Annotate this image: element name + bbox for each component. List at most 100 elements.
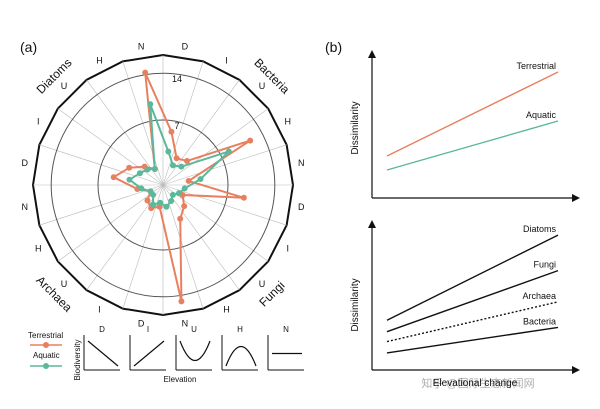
series-line-aquatic	[386, 120, 559, 171]
radar-point-terrestrial	[142, 69, 149, 76]
radar-category-label: D	[182, 42, 189, 52]
radar-category-label: U	[259, 279, 266, 289]
radar-chart: 714DIUHNDIUHNDIUHNDIUHNBacteriaFungiArch…	[21, 42, 305, 329]
radar-point-terrestrial	[173, 155, 180, 162]
radar-group-label: Diatoms	[34, 56, 75, 97]
series-line-terrestrial	[386, 71, 559, 157]
radar-grid-circle	[50, 72, 276, 298]
radar-point-terrestrial	[181, 203, 188, 210]
radar-category-label: D	[298, 202, 305, 212]
radar-point-aquatic	[138, 185, 145, 192]
radar-point-aquatic	[136, 170, 143, 177]
radar-category-label: N	[182, 318, 189, 328]
radar-category-label: H	[96, 55, 103, 65]
radar-category-label: D	[138, 318, 145, 328]
watermark-text: 知乎 @国际生态新闻网	[421, 376, 534, 390]
radar-point-terrestrial	[177, 215, 184, 222]
pattern-xlabel: Elevation	[164, 375, 197, 384]
series-label-bacteria: Bacteria	[523, 316, 556, 326]
radar-tick-label: 7	[174, 121, 179, 131]
radar-category-label: N	[298, 158, 305, 168]
radar-category-label: H	[284, 116, 291, 126]
series-label-archaea: Archaea	[522, 291, 556, 301]
series-label-fungi: Fungi	[533, 260, 556, 270]
radar-category-label: N	[138, 42, 145, 52]
pattern-label: D	[99, 325, 105, 334]
radar-point-aquatic	[150, 201, 157, 208]
radar-point-terrestrial	[185, 177, 192, 184]
pattern-curve-u-shaped	[179, 340, 211, 361]
radar-group-label: Archaea	[33, 273, 75, 315]
radar-point-terrestrial	[126, 164, 133, 171]
b-top-ylabel: Dissimilarity	[350, 101, 361, 154]
radar-category-label: N	[21, 202, 28, 212]
radar-category-label: D	[21, 158, 28, 168]
pattern-ylabel: Biodiversity	[73, 340, 82, 381]
panel-b-label: (b)	[325, 39, 342, 55]
legend: Terrestrial Aquatic	[28, 331, 63, 369]
radar-point-aquatic	[225, 148, 232, 155]
panel-a-label: (a)	[20, 39, 37, 55]
axis-y-arrow	[368, 50, 376, 58]
radar-point-terrestrial	[110, 174, 117, 181]
legend-dot-terrestrial	[43, 342, 49, 348]
radar-point-aquatic	[151, 165, 158, 172]
radar-series-terrestrial	[111, 72, 251, 302]
radar-point-aquatic	[169, 162, 176, 169]
radar-category-label: H	[223, 305, 230, 315]
radar-grid-circle	[97, 119, 229, 251]
dissimilarity-chart-bottom: Diatoms Fungi Archaea Bacteria	[368, 220, 580, 374]
radar-point-aquatic	[126, 176, 133, 183]
radar-tick-label: 14	[172, 74, 182, 84]
axis-y-arrow	[368, 220, 376, 228]
pattern-curve-hump-shaped	[225, 346, 257, 367]
pattern-label: I	[147, 325, 149, 334]
radar-group-label: Bacteria	[251, 56, 292, 97]
radar-point-aquatic	[157, 199, 164, 206]
radar-point-aquatic	[169, 191, 176, 198]
radar-point-aquatic	[163, 203, 170, 210]
pattern-label: H	[237, 325, 243, 334]
radar-category-label: U	[61, 279, 68, 289]
radar-point-aquatic	[178, 163, 185, 170]
dissimilarity-chart-top: Terrestrial Aquatic	[368, 50, 580, 202]
pattern-label: N	[283, 325, 289, 334]
radar-point-aquatic	[181, 185, 188, 192]
pattern-label: U	[191, 325, 197, 334]
radar-category-label: H	[35, 244, 42, 254]
radar-category-label: I	[37, 116, 40, 126]
legend-label-aquatic: Aquatic	[33, 351, 60, 360]
radar-point-aquatic	[144, 166, 151, 173]
radar-category-label: U	[61, 81, 68, 91]
series-line-bacteria	[386, 326, 559, 354]
axis-x-arrow	[572, 366, 580, 374]
radar-point-terrestrial	[247, 137, 254, 144]
axis-x-arrow	[572, 194, 580, 202]
radar-point-terrestrial	[144, 197, 151, 204]
radar-point-terrestrial	[240, 194, 247, 201]
radar-point-terrestrial	[178, 298, 185, 305]
radar-category-label: I	[225, 55, 228, 65]
pattern-curve-increasing	[133, 340, 165, 367]
radar-point-aquatic	[147, 188, 154, 195]
radar-point-aquatic	[168, 198, 175, 205]
series-label-terrestrial: Terrestrial	[516, 61, 556, 71]
radar-point-aquatic	[165, 148, 172, 155]
radar-category-label: U	[259, 81, 266, 91]
series-label-diatoms: Diatoms	[523, 224, 557, 234]
legend-label-terrestrial: Terrestrial	[28, 331, 63, 340]
b-bottom-ylabel: Dissimilarity	[350, 278, 361, 331]
series-label-aquatic: Aquatic	[526, 110, 557, 120]
radar-category-label: I	[286, 244, 289, 254]
series-line-diatoms	[386, 234, 559, 321]
radar-point-terrestrial	[168, 128, 175, 135]
radar-point-terrestrial	[184, 157, 191, 164]
radar-category-label: I	[98, 305, 101, 315]
radar-point-aquatic	[176, 190, 183, 197]
series-line-fungi	[386, 269, 559, 333]
pattern-curve-decreasing	[87, 340, 119, 367]
b-bottom-xlabel: Elevational change	[433, 378, 518, 389]
radar-point-aquatic	[197, 176, 204, 183]
